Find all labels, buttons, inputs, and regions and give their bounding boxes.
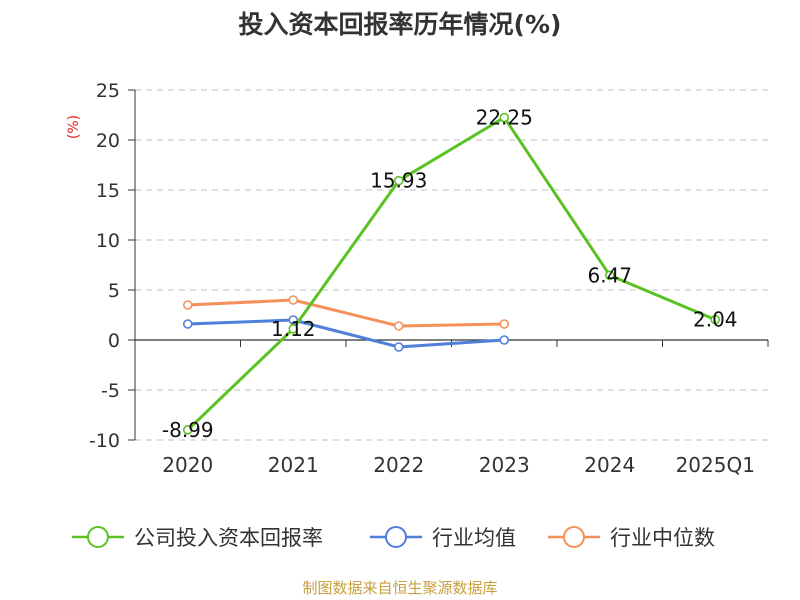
data-label: 1.12	[271, 317, 316, 341]
data-label: 2.04	[693, 308, 738, 332]
data-point	[499, 335, 510, 345]
x-tick-label: 2021	[268, 453, 319, 477]
y-tick-label: -10	[89, 430, 120, 452]
x-tick-label: 2025Q1	[676, 453, 755, 477]
data-point	[182, 425, 193, 435]
y-tick-label: 0	[108, 330, 120, 352]
data-point	[288, 295, 299, 305]
legend-label: 公司投入资本回报率	[134, 526, 323, 550]
legend[interactable]: 公司投入资本回报率 行业均值 行业中位数	[72, 526, 715, 550]
legend-marker	[385, 526, 407, 548]
legend-label: 行业中位数	[610, 526, 715, 550]
x-tick-label: 2024	[584, 453, 635, 477]
x-tick-label: 2020	[162, 453, 213, 477]
data-label: -8.99	[162, 418, 214, 442]
data-point	[393, 175, 404, 186]
data-point	[182, 319, 193, 329]
x-tick-label: 2023	[479, 453, 530, 477]
legend-item[interactable]: 公司投入资本回报率	[72, 526, 323, 550]
chart-title: 投入资本回报率历年情况(%)	[239, 10, 562, 39]
legend-marker	[87, 526, 109, 548]
data-point	[710, 314, 721, 325]
data-labels: -8.99 1.12 15.93 22.25 6.47 2.04	[162, 106, 738, 442]
source-note: 制图数据来自恒生聚源数据库	[302, 579, 497, 597]
y-tick-label: -5	[101, 380, 120, 402]
data-point	[604, 270, 615, 281]
legend-label: 行业均值	[432, 526, 516, 550]
data-point	[393, 342, 404, 352]
legend-marker	[563, 526, 585, 548]
axes: 25 20 15 10 5 0 -5 -10 2020 2021 2022 2023 2024 2025Q…	[89, 80, 769, 477]
series-line-0	[186, 116, 716, 431]
legend-item[interactable]: 行业中位数	[548, 526, 715, 550]
y-axis-unit: (%)	[66, 115, 82, 139]
y-tick-label: 25	[96, 80, 120, 102]
data-point	[393, 321, 404, 331]
series-line-1	[187, 318, 505, 349]
y-tick-label: 10	[96, 230, 120, 252]
data-label: 6.47	[587, 263, 632, 287]
y-tick-label: 15	[96, 180, 120, 202]
data-label: 22.25	[476, 106, 533, 130]
y-tick-label: 20	[96, 130, 120, 152]
y-tick-label: 5	[108, 280, 120, 302]
x-tick-label: 2022	[373, 453, 424, 477]
legend-item[interactable]: 行业均值	[370, 526, 516, 550]
data-point	[288, 323, 299, 334]
series-line-2	[187, 298, 505, 328]
series-layer	[182, 112, 721, 435]
data-point	[182, 300, 193, 310]
data-point	[499, 319, 510, 329]
data-point	[499, 112, 510, 123]
data-label: 15.93	[370, 169, 427, 193]
